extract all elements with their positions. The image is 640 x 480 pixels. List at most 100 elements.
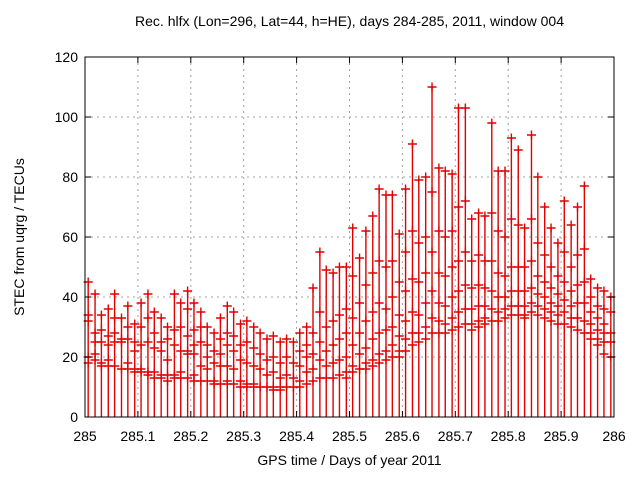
plus-marker [321, 265, 331, 275]
plus-marker [421, 172, 431, 182]
plus-marker [355, 298, 365, 308]
plus-marker [183, 286, 193, 296]
plus-marker [474, 280, 484, 290]
plus-marker [566, 322, 576, 332]
plus-marker [169, 325, 179, 335]
plus-marker [355, 253, 365, 263]
x-tick-label: 285.2 [173, 428, 208, 444]
plus-marker [288, 373, 298, 383]
plus-marker [553, 238, 563, 248]
plus-marker [480, 301, 490, 311]
plus-marker [487, 208, 497, 218]
y-tick-label: 120 [55, 49, 79, 65]
plus-marker [447, 262, 457, 272]
chart-title: Rec. hlfx (Lon=296, Lat=44, h=HE), days … [135, 13, 564, 29]
plus-marker [334, 355, 344, 365]
plus-marker [566, 286, 576, 296]
plus-marker [262, 370, 272, 380]
plus-marker [453, 322, 463, 332]
plus-marker [189, 340, 199, 350]
plus-marker [103, 331, 113, 341]
plus-marker [480, 283, 490, 293]
plus-marker [546, 223, 556, 233]
plus-marker [242, 337, 252, 347]
plus-marker [421, 322, 431, 332]
plus-marker [546, 262, 556, 272]
plus-marker [440, 166, 450, 176]
plus-marker [110, 328, 120, 338]
plus-marker [149, 307, 159, 317]
plus-marker [414, 238, 424, 248]
plus-marker [295, 361, 305, 371]
plus-marker [229, 346, 239, 356]
plus-marker [209, 346, 219, 356]
plus-marker [374, 328, 384, 338]
plus-marker [202, 352, 212, 362]
plus-marker [302, 340, 312, 350]
plus-marker [368, 307, 378, 317]
plus-marker [368, 361, 378, 371]
plus-marker [163, 334, 173, 344]
plus-marker [447, 292, 457, 302]
plus-marker [236, 355, 246, 365]
plus-marker [334, 334, 344, 344]
plus-marker [123, 301, 133, 311]
plus-marker [593, 340, 603, 350]
plus-marker [183, 331, 193, 341]
plus-marker [282, 352, 292, 362]
plus-marker [500, 313, 510, 323]
plus-marker [467, 214, 477, 224]
plus-marker [447, 226, 457, 236]
plus-marker [334, 310, 344, 320]
plus-marker [381, 262, 391, 272]
plus-marker [308, 349, 318, 359]
plus-marker [513, 145, 523, 155]
plus-marker [202, 322, 212, 332]
plus-marker [387, 340, 397, 350]
plus-marker [540, 202, 550, 212]
plus-marker [572, 202, 582, 212]
plus-marker [222, 340, 232, 350]
plus-marker [434, 163, 444, 173]
plus-marker [242, 358, 252, 368]
plus-marker [526, 283, 536, 293]
x-tick-label: 285.3 [226, 428, 261, 444]
plus-marker [427, 286, 437, 296]
plus-marker [348, 367, 358, 377]
plus-marker [467, 325, 477, 335]
plus-marker [196, 307, 206, 317]
y-tick-label: 20 [62, 349, 78, 365]
plus-marker [440, 328, 450, 338]
plus-marker [460, 103, 470, 113]
plus-marker [453, 256, 463, 266]
plus-marker [123, 322, 133, 332]
plus-marker [215, 313, 225, 323]
plus-marker [593, 301, 603, 311]
plus-marker [229, 364, 239, 374]
plus-marker [183, 304, 193, 314]
plus-marker [163, 322, 173, 332]
plus-marker [427, 313, 437, 323]
plus-marker [381, 325, 391, 335]
plus-marker [334, 370, 344, 380]
plus-marker [526, 298, 536, 308]
plus-marker [156, 337, 166, 347]
plus-marker [394, 277, 404, 287]
plus-marker [579, 316, 589, 326]
plus-marker [480, 319, 490, 329]
plus-marker [387, 256, 397, 266]
plus-marker [447, 313, 457, 323]
plus-marker [90, 289, 100, 299]
plus-marker [526, 214, 536, 224]
plus-marker [533, 172, 543, 182]
plus-marker [586, 274, 596, 284]
plus-marker [341, 373, 351, 383]
plus-marker [540, 292, 550, 302]
plus-marker [295, 382, 305, 392]
plus-marker [341, 352, 351, 362]
plus-marker [249, 361, 259, 371]
plus-marker [381, 346, 391, 356]
plus-marker [361, 316, 371, 326]
plus-marker [96, 310, 106, 320]
